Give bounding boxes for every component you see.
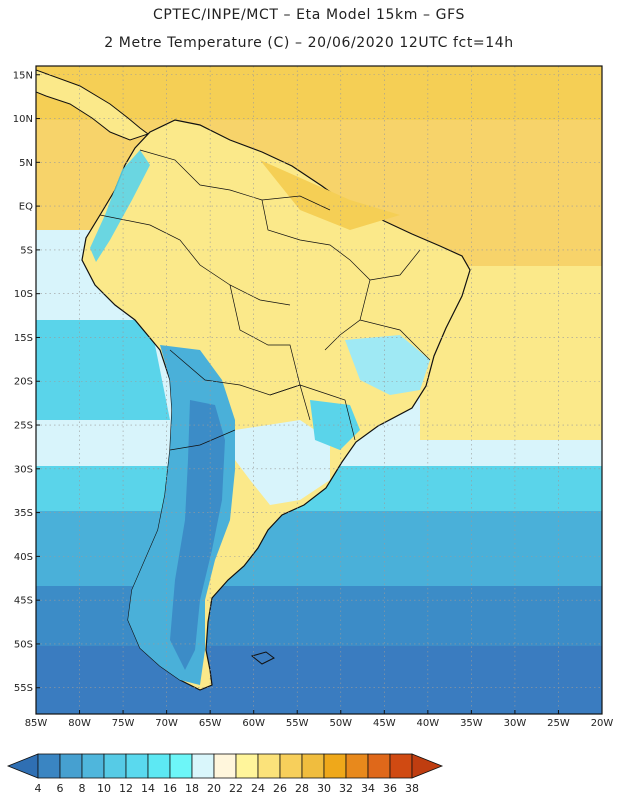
graticule — [36, 66, 602, 714]
patagonia-cold — [170, 400, 225, 670]
title-line-2: 2 Metre Temperature (C) – 20/06/2020 12U… — [104, 35, 514, 51]
central-america-landmass — [36, 69, 150, 141]
colorbar-low-arrow — [6, 753, 39, 779]
lon-label: 45W — [373, 718, 396, 729]
colorbar-swatch — [147, 753, 171, 779]
colorbar-swatch — [213, 753, 237, 779]
colorbar-tick-label: 28 — [295, 782, 309, 795]
latitude-labels: 15N 10N 5N EQ 5S 10S 15S 20S 25S 30S 35S 40S 45S 50S 5… — [13, 70, 40, 694]
lon-label: 40W — [417, 718, 440, 729]
colorbar-swatch — [301, 753, 325, 779]
lon-label: 80W — [68, 718, 91, 729]
lat-label: 20S — [14, 377, 33, 388]
lat-label: 5S — [20, 245, 33, 256]
lon-label: 50W — [329, 718, 352, 729]
colorbar-swatch — [81, 753, 105, 779]
lon-label: 85W — [25, 718, 48, 729]
colorbar-tick-label: 20 — [207, 782, 221, 795]
colorbar-swatch — [235, 753, 259, 779]
colorbar-tick-label: 22 — [229, 782, 243, 795]
colorbar-swatch — [169, 753, 193, 779]
pacific-cyan-zone — [36, 320, 170, 420]
colorbar-tick-label: 38 — [405, 782, 419, 795]
map-frame — [35, 65, 603, 715]
colorbar-high-arrow — [411, 753, 444, 779]
colorbar-tick-label: 12 — [119, 782, 133, 795]
colorbar-tick-label: 32 — [339, 782, 353, 795]
lon-label: 20W — [591, 718, 614, 729]
pampas-cool — [235, 420, 330, 505]
colorbar-tick-label: 16 — [163, 782, 177, 795]
lon-label: 75W — [112, 718, 135, 729]
colorbar-swatch — [103, 753, 127, 779]
lon-label: 30W — [504, 718, 527, 729]
lat-label: 25S — [14, 421, 33, 432]
lat-label: 45S — [14, 596, 33, 607]
colorbar-swatch — [191, 753, 215, 779]
title-line-1: CPTEC/INPE/MCT – Eta Model 15km – GFS — [152, 7, 466, 23]
map-field — [36, 66, 602, 714]
colorbar-tick-label: 18 — [185, 782, 199, 795]
colorbar-swatch — [367, 753, 391, 779]
colorbar-swatch — [125, 753, 149, 779]
minas-cool — [345, 335, 430, 395]
colorbar-tick-label: 10 — [97, 782, 111, 795]
andes-north-cool — [90, 150, 150, 262]
lon-label: 35W — [460, 718, 483, 729]
lat-label: 40S — [14, 552, 33, 563]
ocean-band-caribbean — [36, 66, 602, 120]
colorbar-swatch — [257, 753, 281, 779]
colorbar-tick-label: 6 — [57, 782, 64, 795]
lat-label: 5N — [19, 158, 33, 169]
colorbar-swatch — [279, 753, 303, 779]
lon-label: 55W — [286, 718, 309, 729]
lon-label: 70W — [155, 718, 178, 729]
lon-label: 65W — [199, 718, 222, 729]
amazon-warm — [260, 160, 400, 230]
lat-label: EQ — [19, 202, 33, 213]
lat-label: 10S — [14, 289, 33, 300]
colorbar: 4 6 8 10 12 14 16 18 20 22 24 26 28 30 32 34 36 38 — [6, 753, 444, 795]
lat-label: 30S — [14, 464, 33, 475]
lon-label: 25W — [547, 718, 570, 729]
lat-label: 15S — [14, 333, 33, 344]
colorbar-swatch — [345, 753, 369, 779]
colorbar-tick-label: 8 — [79, 782, 86, 795]
lat-label: 35S — [14, 508, 33, 519]
colorbar-swatch — [323, 753, 347, 779]
colorbar-tick-label: 24 — [251, 782, 265, 795]
longitude-labels: 85W 80W 75W 70W 65W 60W 55W 50W 45W 40W 35W 30W 25W 2… — [25, 710, 614, 729]
southern-brazil-cool — [310, 400, 360, 450]
colorbar-swatch — [37, 753, 61, 779]
falklands-islands — [250, 651, 275, 665]
colorbar-tick-label: 14 — [141, 782, 155, 795]
colorbar-tick-label: 34 — [361, 782, 375, 795]
colorbar-tick-label: 36 — [383, 782, 397, 795]
colorbar-tick-label: 4 — [35, 782, 42, 795]
colorbar-swatch — [389, 753, 413, 779]
colorbar-tick-label: 30 — [317, 782, 331, 795]
lat-label: 15N — [13, 70, 33, 81]
country-borders — [99, 149, 431, 451]
colorbar-tick-label: 26 — [273, 782, 287, 795]
lat-label: 55S — [14, 683, 33, 694]
lon-label: 60W — [242, 718, 265, 729]
colorbar-swatch — [59, 753, 83, 779]
lat-label: 10N — [13, 114, 33, 125]
lat-label: 50S — [14, 639, 33, 650]
